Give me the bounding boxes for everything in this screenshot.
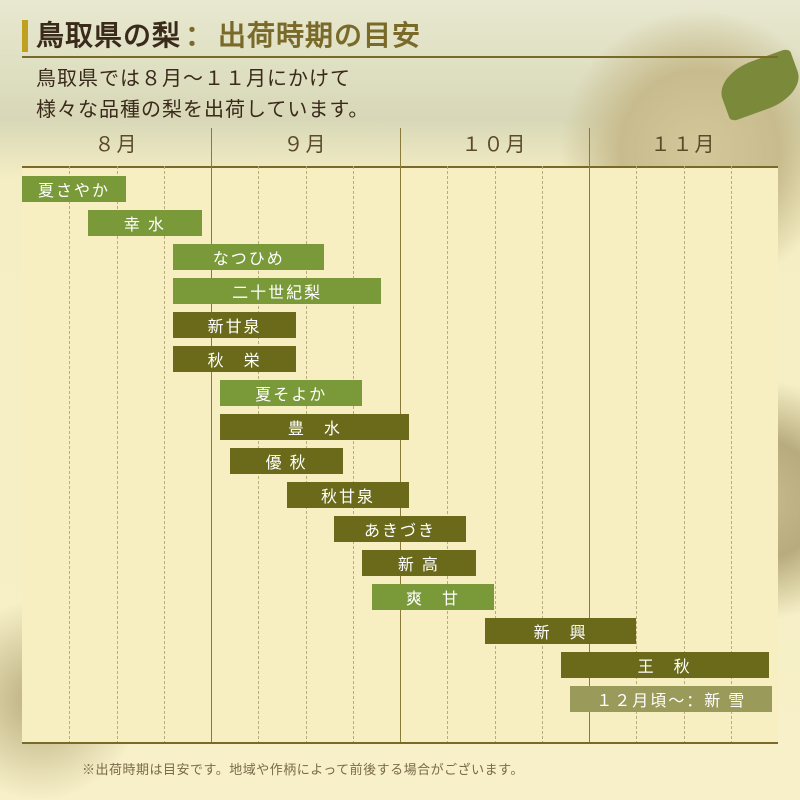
content-sheet: 鳥取県の梨：出荷時期の目安 鳥取県では８月～１１月にかけて 様々な品種の梨を出荷… (22, 0, 778, 800)
variety-bar: 新甘泉 (173, 312, 296, 338)
variety-bar: 夏そよか (220, 380, 362, 406)
variety-bar: 二十世紀梨 (173, 278, 381, 304)
title-part2: 出荷時期の目安 (218, 21, 421, 52)
subtitle: 鳥取県では８月～１１月にかけて 様々な品種の梨を出荷しています。 (36, 64, 369, 126)
variety-bar: 夏さやか (22, 176, 126, 202)
month-header-row: ８月９月１０月１１月 (22, 128, 778, 166)
title-part1: 鳥取県の梨 (36, 21, 181, 52)
title-separator: ： (181, 21, 218, 52)
variety-bar: 幸 水 (88, 210, 201, 236)
month-divider (400, 128, 401, 166)
variety-bar: 新 高 (362, 550, 475, 576)
bars-layer: 夏さやか幸 水なつひめ二十世紀梨新甘泉秋 栄夏そよか豊 水優 秋秋甘泉あきづき新… (22, 166, 778, 744)
variety-bar: 優 秋 (230, 448, 343, 474)
month-label: ９月 (211, 128, 400, 166)
variety-bar: 王 秋 (561, 652, 769, 678)
variety-bar: １２月頃～：新 雪 (570, 686, 772, 712)
gantt-chart: ８月９月１０月１１月 夏さやか幸 水なつひめ二十世紀梨新甘泉秋 栄夏そよか豊 水… (22, 128, 778, 744)
page-title: 鳥取県の梨：出荷時期の目安 (36, 14, 421, 54)
variety-bar: 豊 水 (220, 414, 409, 440)
month-label: ８月 (22, 128, 211, 166)
variety-bar: 新 興 (485, 618, 636, 644)
subtitle-line2: 様々な品種の梨を出荷しています。 (36, 99, 369, 121)
variety-bar: あきづき (334, 516, 466, 542)
title-accent-bar (22, 20, 28, 52)
title-underline (22, 56, 778, 58)
month-divider (589, 128, 590, 166)
month-label: １０月 (400, 128, 589, 166)
subtitle-line1: 鳥取県では８月～１１月にかけて (36, 68, 351, 90)
month-divider (211, 128, 212, 166)
variety-bar: 秋 栄 (173, 346, 296, 372)
variety-bar: 爽 甘 (372, 584, 495, 610)
variety-bar: 秋甘泉 (287, 482, 410, 508)
month-label: １１月 (589, 128, 778, 166)
chart-bottom-rule (22, 742, 778, 744)
variety-bar: なつひめ (173, 244, 324, 270)
footnote: ※出荷時期は目安です。地域や作柄によって前後する場合がございます。 (82, 759, 524, 778)
